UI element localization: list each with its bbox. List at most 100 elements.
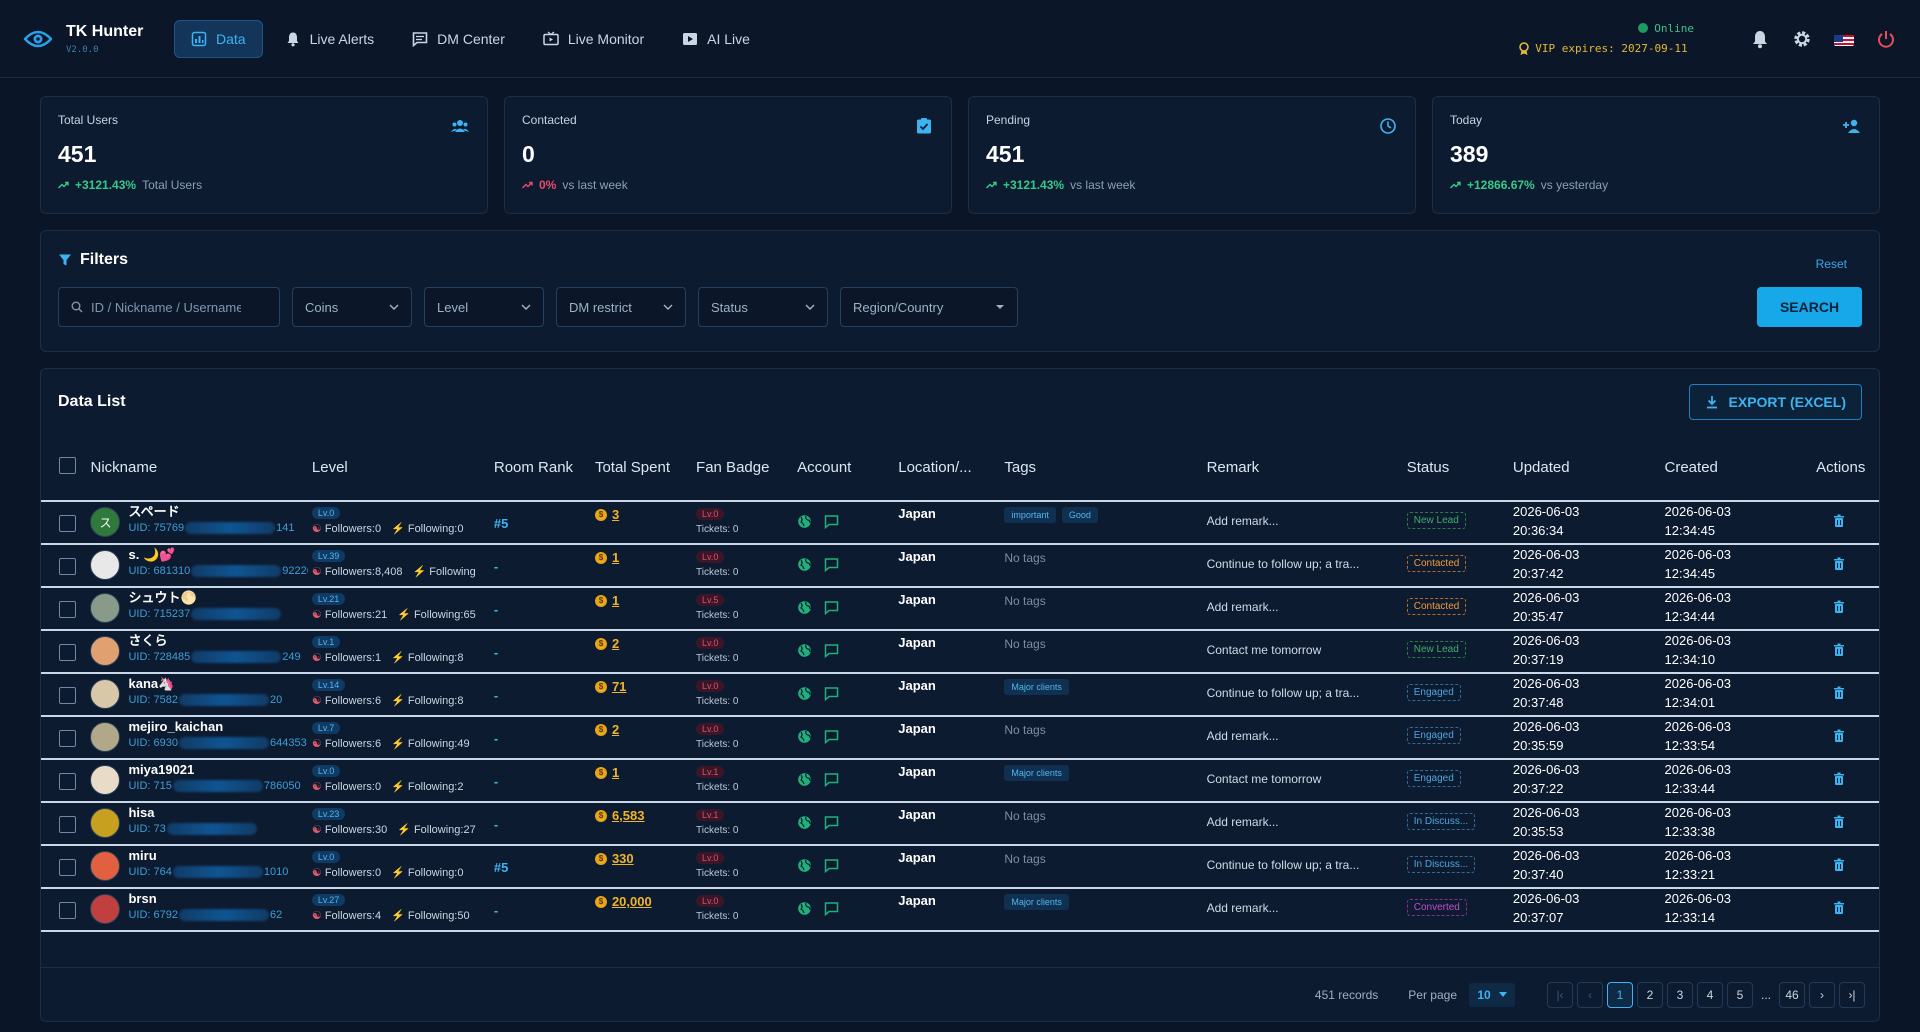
search-field[interactable] [58, 287, 280, 327]
avatar[interactable] [90, 722, 121, 752]
delete-action[interactable] [1816, 889, 1875, 918]
remark[interactable]: Contact me tomorrow [1206, 643, 1322, 657]
nickname[interactable]: miya19021 [128, 762, 195, 777]
remark[interactable]: Continue to follow up; a tra... [1206, 686, 1360, 700]
globe-icon[interactable] [797, 858, 812, 873]
page-button-46[interactable]: 46 [1779, 981, 1805, 1008]
avatar[interactable] [90, 593, 121, 623]
trash-icon[interactable] [1832, 729, 1846, 743]
row-checkbox[interactable] [59, 558, 76, 575]
row-checkbox[interactable] [59, 859, 76, 876]
table-row[interactable]: miru UID: 764 1010 Lv.0 ☯ Followers:0 ⚡ Follo… [41, 845, 1879, 889]
table-row[interactable]: miya19021 UID: 715 786050 Lv.0 ☯ Followers:0… [41, 759, 1879, 803]
page-button-4[interactable]: 4 [1697, 981, 1723, 1008]
delete-action[interactable] [1816, 846, 1875, 875]
chat-icon[interactable] [824, 815, 839, 830]
coins-select[interactable]: Coins [292, 287, 412, 327]
delete-action[interactable] [1816, 588, 1875, 617]
delete-action[interactable] [1816, 803, 1875, 832]
table-row[interactable]: シュウト🌕 UID: 715237 Lv.21 ☯ Followers:21 ⚡ Fol… [41, 587, 1879, 631]
delete-action[interactable] [1816, 502, 1875, 531]
delete-action[interactable] [1816, 717, 1875, 746]
globe-icon[interactable] [797, 600, 812, 615]
status-select[interactable]: Status [698, 287, 828, 327]
avatar[interactable] [90, 679, 121, 709]
chat-icon[interactable] [824, 772, 839, 787]
status-badge[interactable]: Contacted [1406, 598, 1467, 615]
status-badge[interactable]: Converted [1406, 899, 1467, 916]
trash-icon[interactable] [1832, 772, 1846, 786]
delete-action[interactable] [1816, 545, 1875, 574]
trash-icon[interactable] [1832, 557, 1846, 571]
chat-icon[interactable] [824, 729, 839, 744]
globe-icon[interactable] [797, 643, 812, 658]
globe-icon[interactable] [797, 815, 812, 830]
delete-action[interactable] [1816, 674, 1875, 703]
trash-icon[interactable] [1832, 600, 1846, 614]
table-row[interactable]: さくら UID: 728485 249 Lv.1 ☯ Followers:1 ⚡ Foll… [41, 630, 1879, 674]
globe-icon[interactable] [797, 686, 812, 701]
level-select[interactable]: Level [424, 287, 544, 327]
tag[interactable]: Major clients [1004, 765, 1069, 781]
status-badge[interactable]: Contacted [1406, 555, 1467, 572]
nav-ai-live[interactable]: AI Live [666, 20, 766, 58]
gear-icon[interactable] [1792, 29, 1812, 49]
status-badge[interactable]: Engaged [1406, 684, 1461, 701]
remark[interactable]: Add remark... [1206, 729, 1279, 743]
row-checkbox[interactable] [59, 644, 76, 661]
nav-live-monitor[interactable]: Live Monitor [527, 20, 660, 58]
delete-action[interactable] [1816, 760, 1875, 789]
next-page-button[interactable]: › [1809, 981, 1835, 1008]
table-row[interactable]: mejiro_kaichan UID: 6930 644353 Lv.7 ☯ Follo… [41, 716, 1879, 760]
tag[interactable]: important [1004, 507, 1056, 523]
per-page-select[interactable]: 10 [1469, 982, 1515, 1007]
remark[interactable]: Continue to follow up; a tra... [1206, 557, 1360, 571]
avatar[interactable] [90, 808, 121, 838]
trash-icon[interactable] [1832, 643, 1846, 657]
status-badge[interactable]: In Discuss... [1406, 856, 1476, 873]
row-checkbox[interactable] [59, 730, 76, 747]
row-checkbox[interactable] [59, 773, 76, 790]
chat-icon[interactable] [824, 901, 839, 916]
remark[interactable]: Add remark... [1206, 600, 1279, 614]
page-button-1[interactable]: 1 [1607, 981, 1633, 1008]
avatar[interactable] [90, 765, 121, 795]
globe-icon[interactable] [797, 772, 812, 787]
row-checkbox[interactable] [59, 601, 76, 618]
region-select[interactable]: Region/Country [840, 287, 1018, 327]
trash-icon[interactable] [1832, 686, 1846, 700]
nickname[interactable]: スペード [128, 504, 180, 519]
nickname[interactable]: s. 🌙💕 [128, 547, 176, 562]
avatar[interactable] [90, 636, 121, 666]
table-row[interactable]: hisa UID: 73 Lv.23 ☯ Followers:30 ⚡ Followin… [41, 802, 1879, 846]
chat-icon[interactable] [824, 557, 839, 572]
avatar[interactable] [90, 851, 121, 881]
last-page-button[interactable]: ›| [1839, 981, 1865, 1008]
reset-button[interactable]: Reset [1815, 257, 1847, 271]
nickname[interactable]: さくら [128, 633, 168, 648]
table-row[interactable]: s. 🌙💕 UID: 681310 92226Lv.39 ☯ Followers:8,… [41, 544, 1879, 588]
delete-action[interactable] [1816, 631, 1875, 660]
search-input[interactable] [91, 299, 241, 315]
total-spent[interactable]: $3 [594, 502, 688, 522]
remark[interactable]: Add remark... [1206, 514, 1279, 528]
total-spent[interactable]: $330 [594, 846, 688, 866]
remark[interactable]: Contact me tomorrow [1206, 772, 1322, 786]
chat-icon[interactable] [824, 643, 839, 658]
total-spent[interactable]: $71 [594, 674, 688, 694]
nickname[interactable]: kana🦄 [128, 676, 175, 691]
nav-live-alerts[interactable]: Live Alerts [269, 20, 391, 58]
total-spent[interactable]: $6,583 [594, 803, 688, 823]
page-button-5[interactable]: 5 [1727, 981, 1753, 1008]
nickname[interactable]: mejiro_kaichan [128, 719, 224, 734]
prev-page-button[interactable]: ‹ [1577, 981, 1603, 1008]
table-row[interactable]: ス スペード UID: 75769 141 Lv.0 ☯ Followers:0 ⚡ Fol… [41, 501, 1879, 545]
remark[interactable]: Add remark... [1206, 901, 1279, 915]
status-badge[interactable]: Engaged [1406, 770, 1461, 787]
tag[interactable]: Major clients [1004, 679, 1069, 695]
table-row[interactable]: brsn UID: 6792 62 Lv.27 ☯ Followers:4 ⚡ Follo… [41, 888, 1879, 932]
chat-icon[interactable] [824, 858, 839, 873]
export-excel-button[interactable]: EXPORT (EXCEL) [1688, 384, 1862, 420]
nickname[interactable]: brsn [128, 891, 157, 906]
bell-icon[interactable] [1750, 29, 1770, 49]
